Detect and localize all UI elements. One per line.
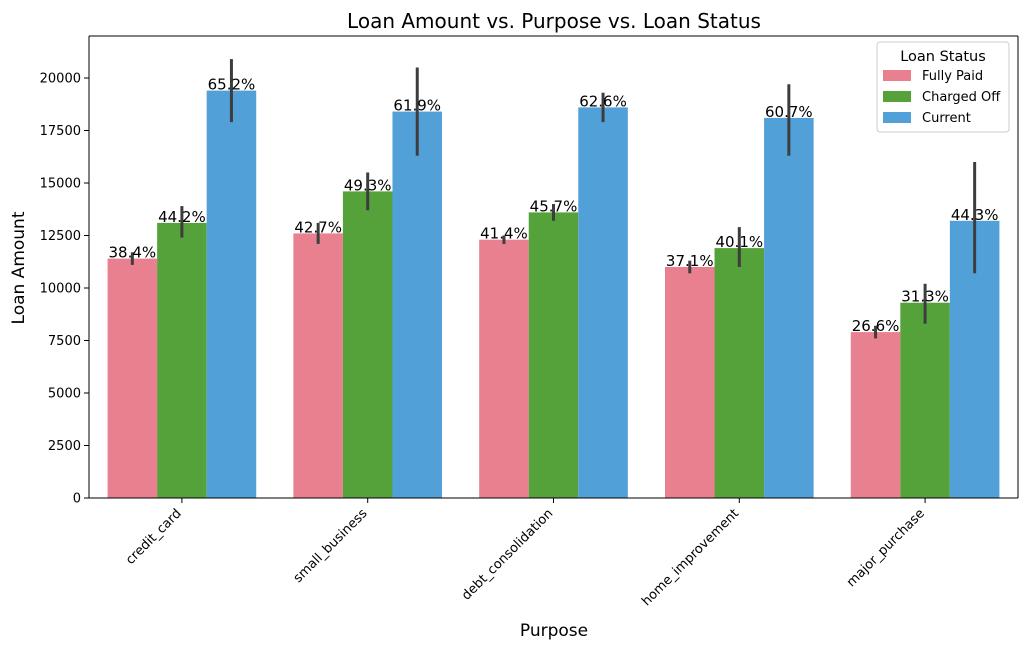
- bar: [157, 222, 207, 498]
- bar-value-label: 45.7%: [530, 197, 578, 215]
- legend: Loan Status Fully Paid Charged Off Current: [876, 41, 1010, 133]
- y-tick-label: 10000: [40, 282, 81, 297]
- bar: [578, 107, 628, 499]
- bar-value-label: 65.2%: [208, 76, 256, 94]
- y-tick-label: 7500: [48, 334, 81, 349]
- bar-value-label: 44.3%: [951, 206, 999, 224]
- bar: [850, 332, 901, 498]
- bar-value-label: 26.6%: [852, 317, 900, 335]
- x-axis-label: Purpose: [520, 621, 588, 641]
- y-tick-label: 12500: [40, 229, 81, 244]
- y-tick-label: 0: [73, 492, 81, 507]
- legend-swatch: [883, 91, 911, 102]
- x-tick-label: debt_consolidation: [459, 506, 556, 603]
- x-tick-label: major_purchase: [844, 506, 928, 590]
- legend-entry-label: Fully Paid: [922, 69, 983, 84]
- bar-value-label: 40.1%: [715, 233, 763, 251]
- bar-value-label: 49.3%: [344, 176, 392, 194]
- x-tick-label: credit_card: [123, 506, 185, 568]
- bar: [900, 302, 950, 498]
- y-tick-label: 20000: [40, 72, 81, 87]
- bar-value-label: 42.7%: [294, 218, 342, 236]
- bar: [764, 117, 814, 499]
- bar-value-label: 60.7%: [765, 103, 813, 121]
- bar: [206, 90, 257, 498]
- legend-entry-label: Charged Off: [922, 90, 1001, 105]
- bar-value-label: 44.2%: [158, 208, 206, 226]
- bar: [392, 111, 443, 498]
- y-axis-label: Loan Amount: [9, 211, 29, 324]
- y-tick-label: 15000: [40, 177, 81, 192]
- bar-value-label: 41.4%: [480, 225, 528, 243]
- bar: [342, 191, 393, 498]
- bar-value-label: 61.9%: [393, 97, 441, 115]
- plot-area: 38.4% 42.7% 41.4% 37.1% 26.6% 44.2% 49.3% 45.7%…: [40, 35, 1019, 609]
- legend-swatch: [883, 112, 911, 123]
- x-tick-label: small_business: [291, 506, 371, 586]
- bar: [714, 248, 765, 498]
- legend-title: Loan Status: [900, 49, 986, 65]
- bar: [664, 267, 715, 498]
- y-tick-label: 17500: [40, 124, 81, 139]
- legend-swatch: [883, 70, 911, 81]
- y-tick-label: 2500: [48, 439, 81, 454]
- legend-frame: [876, 41, 1010, 133]
- bar-value-label: 38.4%: [109, 244, 157, 262]
- bar-value-label: 62.6%: [579, 92, 627, 110]
- y-tick-label: 5000: [48, 387, 81, 402]
- x-tick-label: home_improvement: [639, 506, 742, 609]
- bar: [479, 239, 529, 498]
- bar: [293, 233, 343, 498]
- bar: [528, 212, 579, 498]
- legend-entry-label: Current: [922, 111, 971, 126]
- bar-value-label: 31.3%: [901, 288, 949, 306]
- bar-value-label: 37.1%: [666, 252, 714, 270]
- chart-title: Loan Amount vs. Purpose vs. Loan Status: [347, 9, 761, 33]
- bar: [107, 258, 158, 498]
